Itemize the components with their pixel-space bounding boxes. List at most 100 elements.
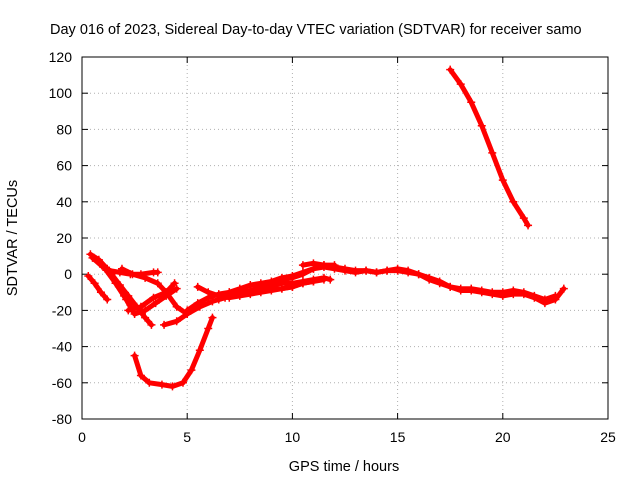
data-point — [467, 286, 476, 295]
data-point — [288, 282, 297, 291]
series-arc-15 — [446, 65, 533, 230]
data-point — [277, 284, 286, 293]
data-point — [330, 262, 339, 271]
y-tick-label: -40 — [52, 339, 72, 355]
data-point — [136, 302, 145, 311]
data-point — [309, 259, 318, 268]
data-point — [170, 279, 179, 288]
series-trace — [132, 315, 215, 389]
y-tick-label: 120 — [49, 49, 73, 65]
data-point — [178, 378, 187, 387]
data-point — [187, 366, 196, 375]
data-point — [235, 284, 244, 293]
data-point — [136, 371, 145, 380]
data-point — [256, 286, 265, 295]
data-point — [153, 279, 162, 288]
series-arc-1 — [84, 272, 112, 304]
x-tick-label: 10 — [285, 429, 301, 445]
data-point — [277, 273, 286, 282]
data-point — [559, 284, 568, 293]
y-tick-label: -20 — [52, 302, 72, 318]
x-tick-label: 5 — [183, 429, 191, 445]
data-point — [446, 65, 455, 74]
y-tick-label: 80 — [56, 121, 72, 137]
data-point — [204, 288, 213, 297]
data-point — [168, 382, 177, 391]
data-point — [319, 261, 328, 270]
data-point — [519, 214, 528, 223]
data-point — [309, 277, 318, 286]
series-trace — [216, 278, 316, 302]
data-point — [362, 266, 371, 275]
data-point — [130, 310, 139, 319]
data-point — [195, 346, 204, 355]
data-point — [551, 295, 560, 304]
data-point — [145, 378, 154, 387]
data-point — [153, 268, 162, 277]
x-tick-label: 0 — [78, 429, 86, 445]
data-point — [193, 282, 202, 291]
y-tick-label: 60 — [56, 158, 72, 174]
x-tick-label: 25 — [600, 429, 616, 445]
data-point — [351, 266, 360, 275]
series-layer — [84, 65, 568, 391]
y-axis-title: SDTVAR / TECUs — [5, 180, 21, 296]
series-trace — [85, 273, 110, 302]
data-point — [298, 261, 307, 270]
data-point — [540, 299, 549, 308]
series-arc-14 — [298, 259, 568, 308]
data-point — [117, 264, 126, 273]
data-point — [488, 290, 497, 299]
data-point — [298, 268, 307, 277]
data-point — [446, 282, 455, 291]
data-point — [204, 324, 213, 333]
data-point — [103, 295, 112, 304]
data-point — [101, 264, 110, 273]
data-point — [267, 277, 276, 286]
data-point — [404, 266, 413, 275]
data-point — [84, 272, 93, 281]
y-tick-label: -80 — [52, 411, 72, 427]
data-point — [151, 299, 160, 308]
data-point — [456, 286, 465, 295]
data-point — [214, 295, 223, 304]
data-point — [130, 351, 139, 360]
data-point — [172, 284, 181, 293]
x-tick-label: 15 — [390, 429, 406, 445]
data-point — [530, 293, 539, 302]
series-arc-7 — [124, 279, 179, 315]
data-point — [267, 284, 276, 293]
x-tick-label: 20 — [495, 429, 511, 445]
data-point — [509, 197, 518, 206]
data-point — [246, 288, 255, 297]
data-point — [183, 306, 192, 315]
data-point — [225, 288, 234, 297]
data-point — [372, 268, 381, 277]
data-point — [162, 288, 171, 297]
y-tick-label: -60 — [52, 375, 72, 391]
data-point — [456, 80, 465, 89]
data-point — [172, 302, 181, 311]
data-point — [519, 290, 528, 299]
data-point — [208, 313, 217, 322]
y-tick-label: 0 — [64, 266, 72, 282]
data-point — [193, 299, 202, 308]
series-arc-12 — [214, 277, 318, 304]
data-point — [288, 272, 297, 281]
data-point — [524, 221, 533, 230]
data-point — [124, 306, 133, 315]
series-trace — [102, 266, 180, 317]
data-point — [141, 306, 150, 315]
data-point — [160, 320, 169, 329]
data-point — [477, 288, 486, 297]
data-point — [96, 259, 105, 268]
data-point — [141, 313, 150, 322]
data-point — [488, 148, 497, 157]
data-point — [435, 277, 444, 286]
chart-title: Day 016 of 2023, Sidereal Day-to-day VTE… — [50, 22, 582, 38]
data-point — [246, 281, 255, 290]
series-arc-8 — [130, 313, 217, 391]
data-point — [298, 279, 307, 288]
y-tick-label: 20 — [56, 230, 72, 246]
